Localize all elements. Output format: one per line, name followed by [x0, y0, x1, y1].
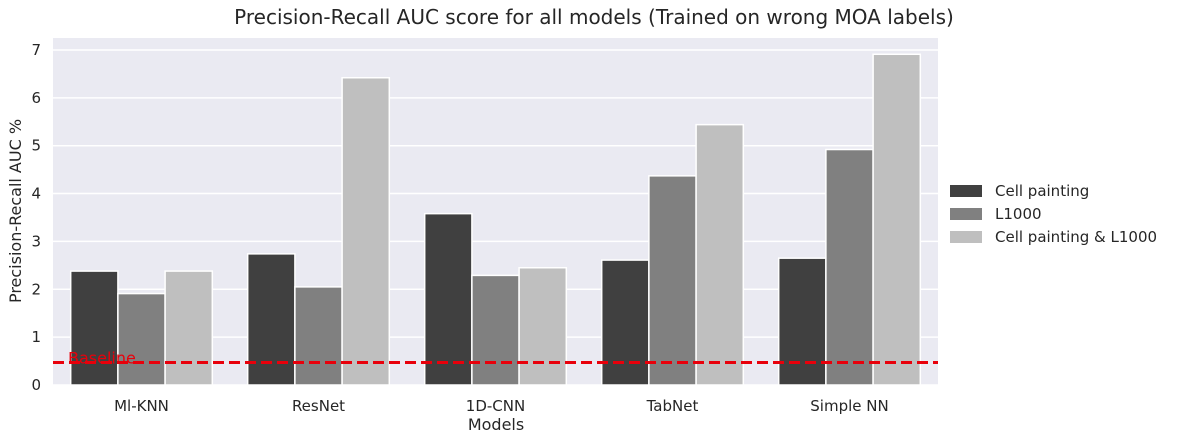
- bar-3-0: [600, 259, 650, 386]
- bar-4-1: [825, 148, 874, 386]
- y-tick-label: 5: [31, 137, 41, 155]
- bar-4-2: [872, 53, 922, 386]
- x-tick-labels: Ml-KNN ResNet 1D-CNN TabNet Simple NN: [114, 397, 889, 415]
- y-axis-label: Precision-Recall AUC %: [6, 119, 25, 303]
- legend-label: Cell painting: [995, 182, 1089, 200]
- y-tick-label: 3: [31, 232, 41, 250]
- legend-label: Cell painting & L1000: [995, 228, 1157, 246]
- baseline-label: Baseline: [68, 349, 136, 368]
- bar-2-0: [423, 212, 473, 386]
- bars-group: [69, 53, 922, 386]
- baseline-group: Baseline: [53, 349, 938, 368]
- legend-swatch: [950, 231, 982, 243]
- x-axis-label: Models: [468, 415, 524, 432]
- bar-3-1: [648, 175, 697, 386]
- legend-swatch: [950, 208, 982, 220]
- chart-title: Precision-Recall AUC score for all model…: [234, 5, 954, 29]
- x-tick-label: ResNet: [292, 397, 345, 415]
- y-tick-label: 4: [31, 185, 41, 203]
- y-tick-label: 2: [31, 280, 41, 298]
- x-tick-label: Ml-KNN: [114, 397, 169, 415]
- bar-2-1: [471, 274, 520, 386]
- bar-4-0: [777, 257, 827, 386]
- legend-label: L1000: [995, 205, 1042, 223]
- y-tick-label: 1: [31, 328, 41, 346]
- x-tick-label: 1D-CNN: [466, 397, 525, 415]
- y-tick-label: 7: [31, 41, 41, 59]
- bar-0-2: [164, 270, 214, 386]
- legend: Cell painting L1000 Cell painting & L1000: [950, 182, 1157, 246]
- bar-1-0: [246, 253, 296, 386]
- y-tick-labels: 0 1 2 3 4 5 6 7: [31, 41, 41, 394]
- x-tick-label: Simple NN: [810, 397, 888, 415]
- x-tick-label: TabNet: [646, 397, 699, 415]
- bar-0-1: [117, 292, 166, 386]
- bar-0-0: [69, 270, 119, 386]
- bar-1-2: [341, 76, 391, 386]
- bar-3-2: [695, 123, 745, 386]
- y-tick-label: 0: [31, 376, 41, 394]
- y-tick-label: 6: [31, 89, 41, 107]
- bar-1-1: [294, 286, 343, 386]
- bar-2-2: [518, 266, 568, 386]
- legend-swatch: [950, 185, 982, 197]
